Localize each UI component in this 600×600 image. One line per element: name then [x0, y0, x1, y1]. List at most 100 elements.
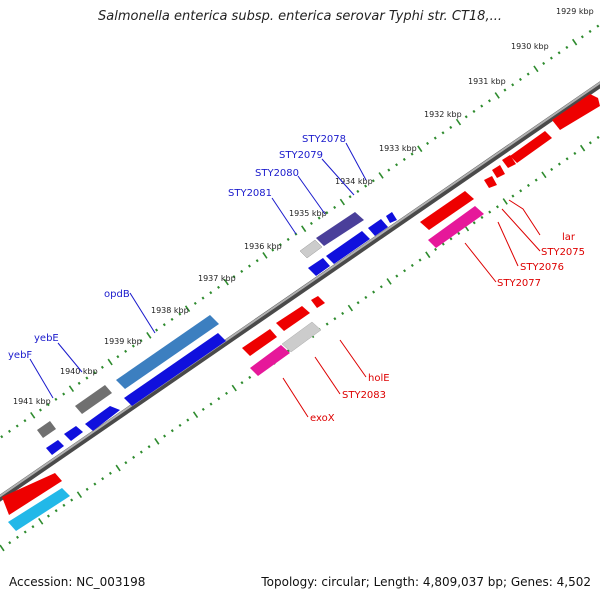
minor-tick [240, 381, 244, 385]
kbp-label: 1935 kbp [289, 209, 327, 218]
gene-label: exoX [310, 413, 335, 424]
minor-tick [503, 88, 507, 92]
minor-tick [240, 269, 244, 273]
major-tick [502, 198, 508, 205]
minor-tick [54, 397, 58, 401]
minor-tick [426, 141, 430, 145]
kbp-label: 1933 kbp [379, 144, 417, 153]
minor-tick [201, 407, 205, 411]
minor-tick [38, 408, 42, 412]
gene-arrow [502, 155, 516, 168]
minor-tick [549, 56, 553, 60]
gene-label: opdB [104, 289, 130, 300]
kbp-label: 1931 kbp [468, 77, 506, 86]
minor-tick [403, 269, 407, 273]
minor-tick [542, 61, 546, 66]
minor-tick [364, 184, 368, 188]
minor-tick [526, 183, 530, 187]
minor-tick [348, 195, 352, 199]
accession-text: Accession: NC_003198 [9, 575, 146, 589]
gene-label: yebE [34, 333, 59, 344]
gene-arrow [326, 231, 370, 264]
major-tick [154, 438, 160, 445]
minor-tick [0, 435, 4, 439]
major-tick [76, 491, 83, 499]
minor-tick [101, 477, 105, 481]
minor-tick [70, 498, 74, 502]
backbone [0, 81, 600, 502]
minor-tick [550, 167, 554, 172]
minor-tick [557, 162, 561, 166]
minor-tick [596, 135, 600, 140]
minor-tick [449, 125, 453, 129]
minor-tick [565, 45, 569, 50]
minor-tick [255, 259, 259, 263]
minor-tick [77, 381, 81, 385]
major-tick [417, 145, 423, 153]
minor-tick [480, 215, 484, 219]
gene-arrow [75, 385, 112, 414]
gene-label: STY2081 [228, 188, 272, 199]
gene-arrow [281, 321, 322, 353]
gene-label: STY2083 [342, 390, 386, 401]
minor-tick [23, 530, 27, 534]
major-tick [455, 118, 462, 126]
major-tick [223, 278, 229, 286]
major-tick [107, 358, 113, 366]
minor-tick [534, 178, 538, 182]
minor-tick [131, 344, 135, 348]
gene-arrow [85, 406, 120, 431]
minor-tick [526, 72, 530, 76]
minor-tick [217, 285, 221, 289]
major-tick [68, 385, 75, 393]
minor-tick [441, 242, 445, 246]
kbp-label: 1941 kbp [13, 397, 51, 406]
minor-tick [309, 221, 313, 225]
gene-arrow [484, 176, 497, 188]
major-tick [533, 65, 539, 73]
minor-tick [325, 322, 329, 326]
minor-tick [565, 157, 569, 161]
minor-tick [588, 29, 592, 34]
minor-tick [325, 211, 329, 215]
kbp-labels: 1929 kbp 1930 kbp 1931 kbp 1932 kbp 1933… [13, 7, 594, 406]
major-tick [30, 412, 36, 419]
major-tick [301, 225, 307, 233]
minor-tick [395, 163, 399, 167]
gene-label: holE [368, 373, 390, 384]
minor-tick [139, 450, 143, 454]
major-tick [386, 278, 392, 285]
minor-tick [124, 461, 128, 465]
minor-tick [186, 418, 190, 422]
minor-tick [93, 371, 97, 375]
minor-tick [410, 152, 414, 156]
minor-tick [15, 424, 19, 428]
minor-tick [519, 189, 523, 193]
minor-tick [178, 423, 182, 427]
minor-tick [395, 274, 399, 278]
major-tick [192, 411, 199, 419]
major-tick [262, 252, 268, 259]
minor-tick [232, 275, 236, 279]
minor-tick [457, 231, 461, 235]
minor-tick [286, 237, 290, 241]
minor-tick [433, 136, 437, 140]
minor-tick [286, 349, 290, 353]
minor-tick [356, 189, 360, 193]
minor-tick [588, 141, 592, 145]
gene-arrow [124, 333, 226, 406]
major-tick [146, 332, 152, 339]
kbp-label: 1939 kbp [104, 337, 142, 346]
major-tick [0, 544, 5, 552]
minor-tick [170, 317, 174, 321]
minor-tick [247, 264, 251, 268]
genome-summary-text: Topology: circular; Length: 4,809,037 bp… [261, 575, 591, 589]
minor-tick [317, 216, 321, 220]
gene-arrow [276, 306, 310, 331]
gene-arrow [428, 206, 484, 248]
minor-tick [248, 375, 252, 379]
major-tick [571, 38, 578, 46]
minor-tick [518, 77, 522, 81]
minor-tick [15, 535, 19, 539]
reverse-leader-lines [282, 199, 541, 418]
